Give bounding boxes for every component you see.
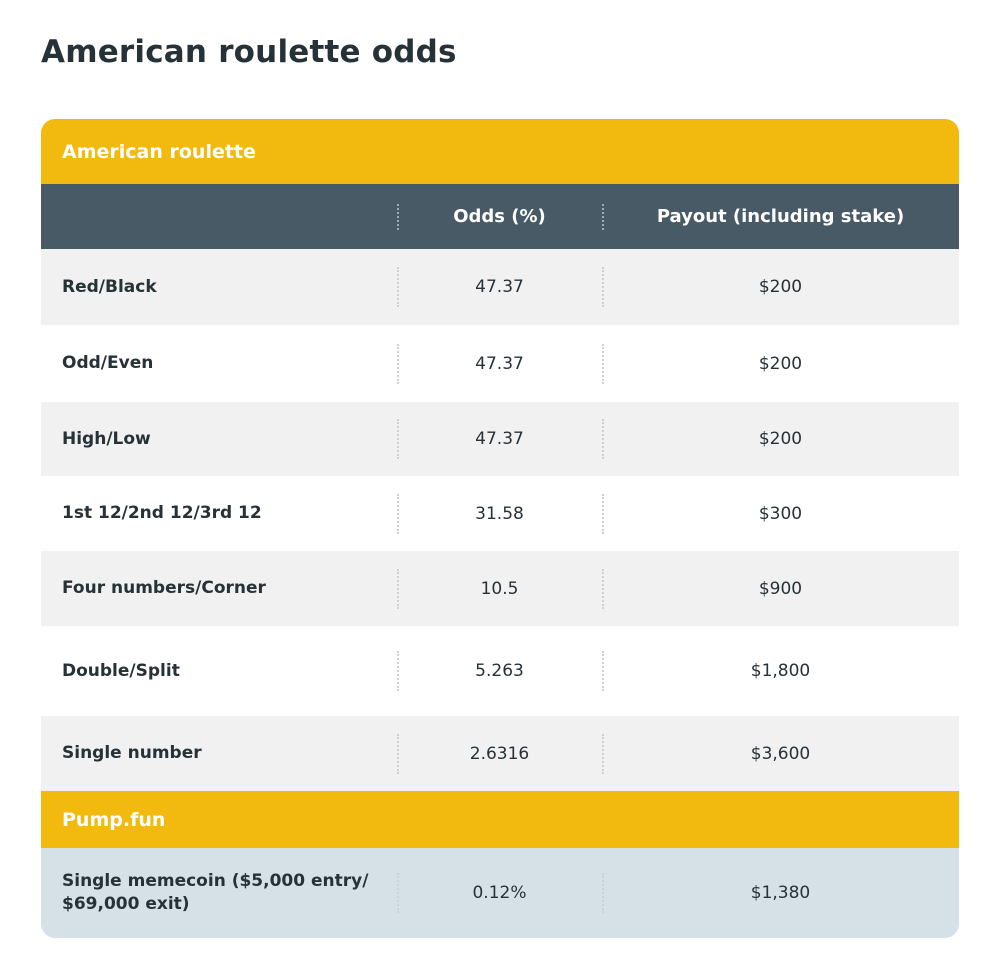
column-divider <box>602 343 604 384</box>
odds-cell: 47.37 <box>397 402 602 476</box>
column-divider <box>602 419 604 459</box>
header-odds: Odds (%) <box>397 184 602 249</box>
payout-value: $300 <box>758 503 803 524</box>
table-row: Odd/Even 47.37 $200 <box>41 325 959 402</box>
table-row: Single memecoin ($5,000 entry/ $69,000 e… <box>41 848 959 938</box>
header-odds-label: Odds (%) <box>453 206 546 227</box>
payout-value: $200 <box>758 429 803 449</box>
table-row: 1st 12/2nd 12/3rd 12 31.58 $300 <box>41 476 959 551</box>
bet-type: Double/Split <box>62 660 180 681</box>
odds-value: 10.5 <box>480 578 519 599</box>
table-header-row: Odds (%) Payout (including stake) <box>41 184 959 249</box>
bet-type: Four numbers/Corner <box>62 578 266 599</box>
payout-cell: $1,380 <box>602 848 959 938</box>
payout-value: $200 <box>758 353 803 374</box>
payout-cell: $3,600 <box>602 716 959 791</box>
column-divider <box>397 419 399 459</box>
section-header-american-roulette: American roulette <box>41 119 959 184</box>
odds-cell: 47.37 <box>397 249 602 325</box>
column-divider <box>397 568 399 609</box>
odds-value: 31.58 <box>475 503 524 524</box>
table-row: High/Low 47.37 $200 <box>41 402 959 476</box>
bet-type: High/Low <box>62 428 151 449</box>
odds-value: 2.6316 <box>469 743 530 764</box>
header-payout: Payout (including stake) <box>602 184 959 249</box>
table-row: Single number 2.6316 $3,600 <box>41 716 959 791</box>
table-row: Red/Black 47.37 $200 <box>41 249 959 325</box>
payout-cell: $200 <box>602 325 959 402</box>
section-label: Pump.fun <box>62 808 166 831</box>
odds-value: 47.37 <box>475 277 524 297</box>
odds-cell: 10.5 <box>397 551 602 626</box>
odds-cell: 47.37 <box>397 325 602 402</box>
column-divider <box>397 493 399 534</box>
payout-value: $1,800 <box>750 661 811 681</box>
header-bet <box>41 184 397 249</box>
header-payout-label: Payout (including stake) <box>656 206 905 227</box>
column-divider <box>602 267 604 307</box>
payout-cell: $200 <box>602 402 959 476</box>
payout-cell: $1,800 <box>602 626 959 716</box>
payout-value: $200 <box>758 277 803 297</box>
column-divider <box>397 203 399 230</box>
odds-cell: 0.12% <box>397 848 602 938</box>
odds-cell: 31.58 <box>397 476 602 551</box>
section-label: American roulette <box>62 140 256 163</box>
column-divider <box>602 873 604 913</box>
odds-cell: 5.263 <box>397 626 602 716</box>
page-title: American roulette odds <box>41 34 457 70</box>
column-divider <box>602 733 604 774</box>
odds-value: 47.37 <box>475 429 524 449</box>
bet-type: Odd/Even <box>62 353 154 374</box>
section-header-pump-fun: Pump.fun <box>41 791 959 848</box>
odds-value: 47.37 <box>475 353 524 374</box>
payout-value: $900 <box>758 578 803 599</box>
payout-value: $1,380 <box>750 883 811 903</box>
payout-cell: $900 <box>602 551 959 626</box>
odds-value: 0.12% <box>472 883 527 903</box>
column-divider <box>602 568 604 609</box>
column-divider <box>397 873 399 913</box>
bet-type: Single memecoin ($5,000 entry/ $69,000 e… <box>62 871 369 914</box>
payout-value: $3,600 <box>750 743 811 764</box>
odds-value: 5.263 <box>475 661 524 681</box>
odds-table: American roulette Odds (%) Payout (inclu… <box>41 119 959 938</box>
payout-cell: $200 <box>602 249 959 325</box>
column-divider <box>397 651 399 691</box>
column-divider <box>602 493 604 534</box>
payout-cell: $300 <box>602 476 959 551</box>
column-divider <box>397 343 399 384</box>
column-divider <box>602 651 604 691</box>
column-divider <box>397 733 399 774</box>
table-row: Double/Split 5.263 $1,800 <box>41 626 959 716</box>
column-divider <box>602 203 604 230</box>
table-row: Four numbers/Corner 10.5 $900 <box>41 551 959 626</box>
column-divider <box>397 267 399 307</box>
odds-cell: 2.6316 <box>397 716 602 791</box>
bet-type: Red/Black <box>62 276 157 297</box>
bet-type: 1st 12/2nd 12/3rd 12 <box>62 503 262 524</box>
bet-type: Single number <box>62 743 202 764</box>
